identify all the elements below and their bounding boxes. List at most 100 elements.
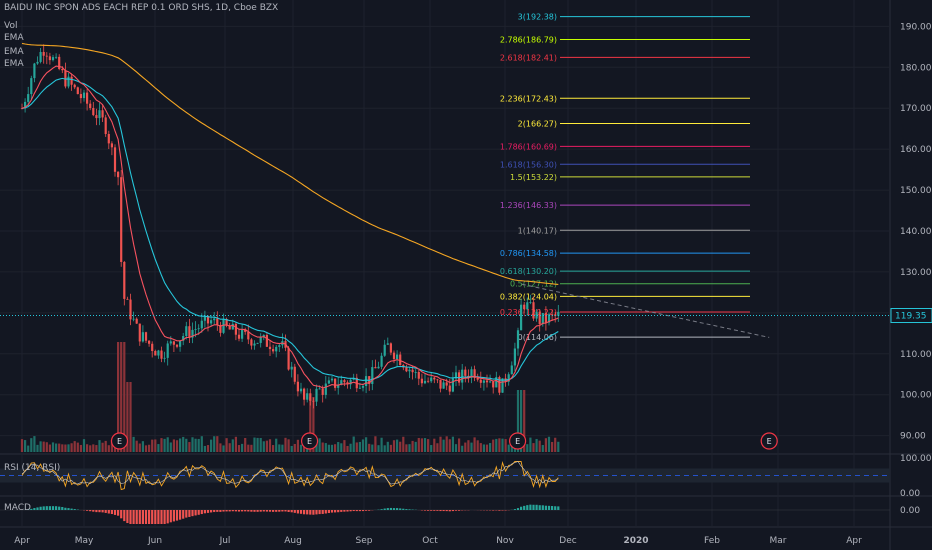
macd-histogram-bar (392, 508, 396, 510)
candle-body (287, 347, 290, 370)
ema-legend-2[interactable]: EMA (4, 47, 24, 57)
candle-body (396, 354, 399, 360)
macd-histogram-bar (361, 510, 365, 512)
volume-bar (272, 445, 275, 452)
macd-histogram-bar (30, 508, 33, 510)
macd-histogram-bar (535, 504, 538, 510)
macd-histogram-bar (299, 510, 303, 514)
candle-body (377, 366, 380, 369)
volume-bar (42, 441, 45, 452)
volume-bar (523, 390, 526, 452)
macd-histogram-bar (389, 507, 392, 510)
candle-body (175, 344, 179, 347)
macd-histogram-bar (129, 510, 132, 524)
macd-histogram-bar (247, 510, 250, 512)
candle-body (495, 377, 498, 388)
volume-bar (95, 445, 98, 452)
macd-histogram-bar (33, 508, 36, 510)
macd-histogram-bar (213, 510, 216, 513)
y-tick-label: 100.00 (900, 391, 932, 401)
volume-bar (520, 390, 523, 452)
volume-legend[interactable]: Vol (4, 21, 18, 31)
volume-bar (268, 439, 272, 452)
candle-body (42, 51, 45, 56)
macd-histogram-bar (547, 505, 551, 510)
volume-bar (138, 443, 141, 452)
candle-body (247, 331, 250, 340)
candle-body (417, 372, 420, 379)
ema-fast-line (21, 65, 559, 389)
volume-bar (507, 444, 510, 452)
macd-histogram-bar (501, 510, 504, 511)
candle-body (405, 367, 408, 372)
macd-histogram-bar (386, 508, 389, 510)
volume-bar (185, 438, 188, 452)
candle-body (464, 369, 467, 376)
volume-bar (67, 444, 70, 452)
candle-body (48, 56, 51, 61)
candle-body (241, 329, 244, 339)
candle-body (104, 117, 107, 134)
macd-histogram-bar (340, 510, 343, 512)
candle-body (383, 344, 386, 356)
volume-bar (48, 444, 51, 452)
x-tick-label: Oct (422, 536, 438, 546)
candle-body (24, 101, 27, 109)
candle-body (110, 143, 113, 148)
volume-bar (210, 439, 213, 452)
volume-bar (265, 440, 268, 452)
candle-body (489, 381, 492, 383)
volume-bar (417, 437, 420, 452)
symbol-title[interactable]: BAIDU INC SPON ADS EACH REP 0.1 ORD SHS,… (4, 3, 279, 13)
candle-body (414, 372, 417, 373)
candle-body (380, 355, 383, 367)
macd-histogram-bar (228, 510, 231, 512)
volume-bar (225, 438, 228, 452)
macd-histogram-bar (73, 509, 76, 510)
macd-histogram-bar (445, 510, 448, 512)
volume-bar (346, 445, 349, 452)
macd-histogram-bar (498, 510, 501, 511)
ema-legend-1[interactable]: EMA (4, 33, 24, 43)
candle-body (262, 335, 265, 337)
candle-body (411, 369, 414, 373)
macd-histogram-bar (175, 510, 179, 521)
volume-bar (135, 440, 138, 452)
macd-histogram-bar (334, 510, 337, 513)
volume-bar (529, 437, 532, 452)
candle-body (541, 313, 544, 325)
candle-body (296, 381, 299, 392)
volume-bar (405, 444, 408, 452)
macd-histogram-bar (278, 510, 281, 512)
volume-bar (489, 443, 492, 452)
candle-body (520, 304, 523, 331)
volume-bar (55, 443, 58, 452)
fib-level-label: 0(114.06) (518, 333, 557, 342)
volume-bar (340, 443, 343, 452)
rsi-legend[interactable]: RSI (14, RSI) (4, 463, 61, 473)
y-tick-label: 130.00 (900, 268, 932, 278)
candle-body (157, 350, 160, 356)
macd-histogram-bar (284, 510, 287, 512)
candle-body (20, 108, 24, 110)
y-tick-label: 160.00 (900, 145, 932, 155)
macd-histogram-bar (268, 510, 272, 512)
macd-legend[interactable]: MACD (4, 503, 31, 513)
ema-legend-3[interactable]: EMA (4, 59, 24, 69)
macd-histogram-bar (427, 510, 430, 511)
candle-body (253, 343, 256, 346)
volume-bar (439, 436, 442, 452)
candle-body (64, 70, 67, 87)
macd-histogram-bar (98, 510, 101, 513)
macd-histogram-bar (166, 510, 169, 524)
macd-histogram-bar (216, 510, 219, 512)
macd-histogram-bar (39, 506, 42, 510)
candle-body (179, 340, 182, 347)
candle-body (185, 326, 188, 337)
volume-bar (120, 342, 123, 452)
macd-histogram-bar (237, 510, 241, 512)
macd-histogram-bar (58, 506, 61, 510)
macd-histogram-bar (324, 510, 327, 514)
candle-body (79, 94, 82, 99)
